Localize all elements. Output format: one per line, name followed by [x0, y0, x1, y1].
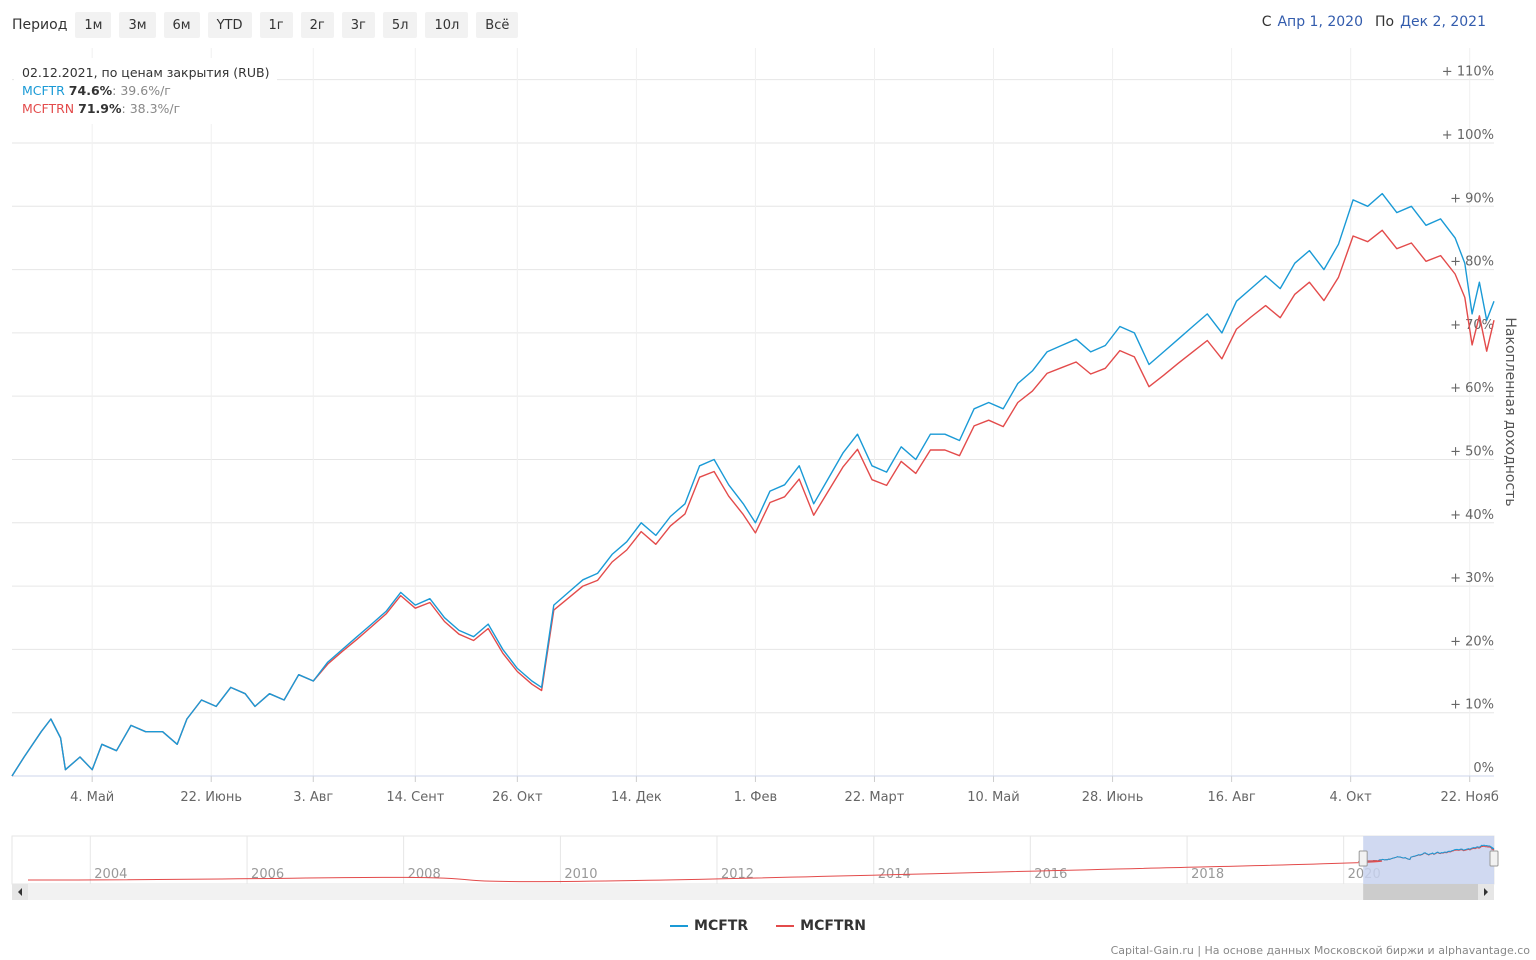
scroll-right-icon [1484, 888, 1488, 896]
series-line-mcftrn [11, 229, 1495, 777]
legend-item-mcftrn[interactable]: MCFTRN [776, 918, 866, 934]
x-tick-label: 4. Окт [1330, 790, 1373, 805]
navigator-selected-range [1363, 836, 1494, 884]
x-tick-label: 22. Нояб [1441, 790, 1499, 805]
y-tick-label: + 70% [1450, 318, 1494, 333]
series-group [11, 192, 1495, 777]
x-tick-label: 22. Март [845, 790, 905, 805]
range-6m-button[interactable]: 6м [163, 12, 200, 38]
to-date-input[interactable]: Дек 2, 2021 [1400, 14, 1486, 30]
y-tick-label: + 80% [1450, 255, 1494, 270]
navigator-tick-label: 2016 [1034, 867, 1067, 882]
x-tick-label: 1. Фев [734, 790, 777, 805]
range-5y-button[interactable]: 5л [382, 12, 418, 38]
range-1m-button[interactable]: 1м [75, 12, 112, 38]
scrollbar-thumb [1363, 884, 1494, 900]
tooltip-series-name: MCFTR [22, 83, 65, 98]
navigator-tick-label: 2018 [1191, 867, 1224, 882]
x-tick-label: 16. Авг [1208, 790, 1256, 805]
to-label: По [1375, 14, 1395, 30]
y-axis-title: Накопленная доходность [1502, 317, 1518, 506]
range-2y-button[interactable]: 2г [300, 12, 334, 38]
tooltip-annual: : 38.3%/г [121, 101, 181, 116]
navigator[interactable]: 200420062008201020122014201620182020 [11, 835, 1499, 900]
range-ytd-button[interactable]: YTD [207, 12, 252, 38]
x-tick-label: 4. Май [70, 790, 114, 805]
legend-item-mcftr[interactable]: MCFTR [670, 918, 748, 934]
y-tick-label: + 90% [1450, 191, 1494, 206]
range-3y-button[interactable]: 3г [341, 12, 375, 38]
tooltip-annual: : 39.6%/г [112, 83, 171, 98]
x-axis: 4. Май 22. Июнь 3. Авг 14. Сент 26. Окт 14. Д… [12, 775, 1499, 805]
y-tick-label: + 30% [1450, 571, 1494, 586]
date-range-inputs: С Апр 1, 2020 По Дек 2, 2021 [1262, 14, 1492, 30]
x-tick-label: 26. Окт [492, 790, 543, 805]
from-label: С [1261, 14, 1272, 30]
tooltip-series-name: MCFTRN [22, 101, 75, 116]
range-all-button[interactable]: Всё [476, 12, 519, 38]
x-tick-label: 14. Дек [611, 790, 662, 805]
x-tick-label: 14. Сент [386, 790, 444, 805]
tooltip-header: 02.12.2021, по ценам закрытия (RUB) [22, 65, 270, 80]
range-3m-button[interactable]: 3м [119, 12, 156, 38]
navigator-tick-label: 2012 [721, 867, 754, 882]
navigator-tick-label: 2004 [94, 867, 127, 882]
range-10y-button[interactable]: 10л [425, 12, 469, 38]
y-tick-label: + 110% [1442, 65, 1494, 80]
x-tick-label: 22. Июнь [180, 790, 242, 805]
credits: Capital-Gain.ru | На основе данных Моско… [1110, 944, 1530, 957]
y-tick-label: 0% [1473, 761, 1494, 776]
y-tick-label: + 10% [1450, 698, 1494, 713]
y-tick-label: + 20% [1450, 634, 1494, 649]
tooltip-total: 74.6% [68, 83, 113, 98]
y-axis: 0% + 10% + 20% + 30% + 40% + 50% + 60% + 70% + 8… [1442, 65, 1494, 776]
navigator-history-line [27, 860, 1383, 883]
navigator-handle [1489, 850, 1499, 867]
legend-label: MCFTRN [800, 918, 866, 934]
x-tick-label: 10. Май [967, 790, 1019, 805]
chart-tooltip: 02.12.2021, по ценам закрытия (RUB) MCFT… [14, 58, 278, 124]
range-selector: Период 1м 3м 6м YTD 1г 2г 3г 5л 10л Всё [12, 12, 526, 38]
range-1y-button[interactable]: 1г [259, 12, 293, 38]
scroll-left-icon [18, 888, 22, 896]
scrollbar-track [12, 884, 1494, 900]
tooltip-total: 71.9% [78, 101, 122, 116]
x-tick-label: 28. Июнь [1082, 790, 1144, 805]
navigator-series-mcftr [1362, 844, 1495, 863]
navigator-tick-label: 2010 [564, 867, 597, 882]
navigator-tick-label: 2008 [408, 867, 441, 882]
chart-grid [12, 48, 1494, 777]
chart-legend: MCFTR MCFTRN [0, 918, 1536, 934]
y-tick-label: + 40% [1450, 508, 1494, 523]
legend-swatch-mcftrn [776, 925, 795, 927]
y-tick-label: + 50% [1450, 444, 1494, 459]
from-date-input[interactable]: Апр 1, 2020 [1277, 14, 1363, 30]
period-label: Период [12, 17, 68, 33]
tooltip-row-mcftr: MCFTR 74.6%: 39.6%/г [22, 82, 269, 100]
x-tick-label: 3. Авг [293, 790, 333, 805]
navigator-tick-label: 2006 [251, 867, 284, 882]
y-tick-label: + 100% [1442, 128, 1494, 143]
tooltip-row-mcftrn: MCFTRN 71.9%: 38.3%/г [22, 100, 269, 118]
legend-label: MCFTR [694, 918, 749, 934]
legend-swatch-mcftr [670, 925, 689, 927]
y-tick-label: + 60% [1450, 381, 1494, 396]
series-line-mcftr [11, 192, 1495, 777]
navigator-handle [1358, 850, 1368, 867]
